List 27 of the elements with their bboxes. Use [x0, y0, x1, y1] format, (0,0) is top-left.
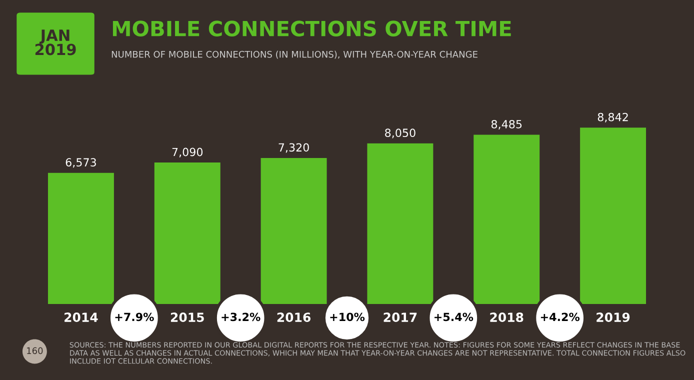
bar — [367, 143, 434, 304]
data-label: 8,842 — [598, 112, 628, 122]
chart-subtitle: NUMBER OF MOBILE CONNECTIONS (IN MILLIONS), WITH YEAR-ON-YEAR CHANGE — [112, 50, 478, 59]
text: +4.2% — [540, 312, 580, 322]
data-label: 7,320 — [278, 143, 309, 153]
bar — [260, 158, 327, 304]
x-tick-label: 2016 — [277, 312, 311, 322]
text: +5.4% — [434, 312, 474, 322]
bar — [154, 162, 220, 304]
x-tick-label: 2014 — [64, 312, 98, 322]
x-tick-label: 2019 — [596, 312, 630, 322]
data-label: 7,090 — [172, 148, 203, 158]
data-label: 8,050 — [385, 128, 416, 138]
text: JAN 2019 — [35, 30, 76, 56]
x-tick-label: 2015 — [170, 312, 204, 322]
bar — [48, 172, 114, 304]
x-tick-label: 2018 — [490, 312, 524, 322]
bar — [580, 128, 646, 304]
x-tick-label: 2017 — [384, 312, 417, 322]
data-label: 8,485 — [491, 120, 522, 130]
text: +10% — [330, 312, 365, 322]
text: 160 — [27, 347, 43, 354]
data-label: 6,573 — [66, 158, 96, 168]
bar — [474, 134, 540, 304]
text: +7.9% — [115, 312, 154, 322]
chart-title: MOBILE CONNECTIONS OVER TIME — [112, 20, 511, 36]
text: +3.2% — [222, 312, 260, 322]
